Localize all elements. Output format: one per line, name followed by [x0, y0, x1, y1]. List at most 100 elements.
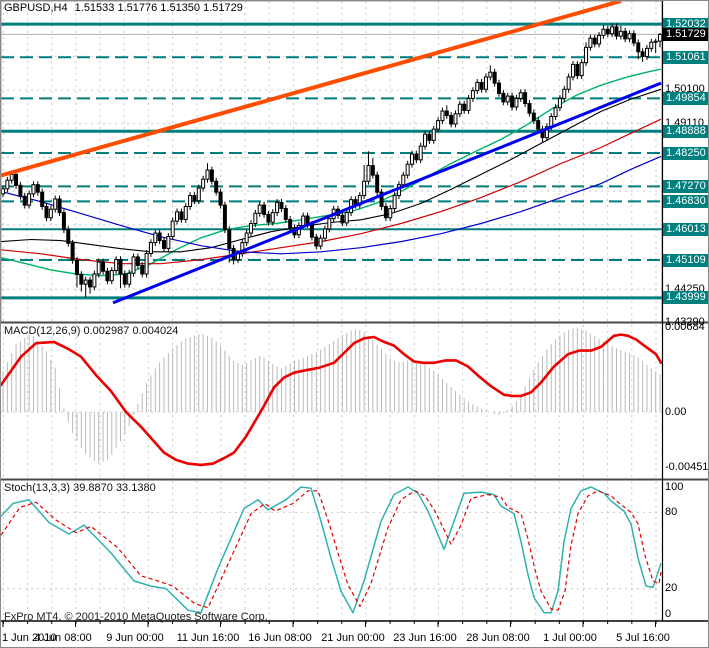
- candle-bear: [279, 201, 284, 210]
- price-level-badge: 1.45109: [663, 253, 708, 267]
- price-level-badge: 1.48888: [663, 124, 708, 138]
- candle-bear: [262, 204, 267, 215]
- channel-upper-orange: [1, 1, 622, 178]
- stoch-axis-label: 80: [665, 505, 678, 518]
- candle-bull: [409, 153, 414, 165]
- candle-bull: [518, 92, 523, 99]
- candle-bull: [483, 76, 488, 90]
- time-axis-label: 4 Jun 08:00: [34, 632, 92, 644]
- candle-bull: [318, 237, 323, 247]
- candle-bear: [379, 191, 384, 207]
- candle-bull: [597, 34, 602, 45]
- candle-bull: [644, 47, 649, 58]
- time-axis-label: 1 Jun 2010: [2, 632, 57, 644]
- macd-signal-value: 0.004024: [132, 325, 179, 337]
- candle-bull: [436, 120, 441, 130]
- candle-bull: [440, 110, 445, 122]
- candle-bear: [636, 42, 641, 53]
- candle-bear: [40, 191, 45, 207]
- support-blue: [112, 81, 662, 305]
- stoch-d-line: [1, 490, 662, 611]
- macd-name: MACD(12,26,9): [4, 325, 81, 337]
- candle-bull: [488, 71, 493, 78]
- candle-bear: [449, 114, 454, 125]
- candle-bear: [227, 229, 232, 249]
- ohlc-readout: 1.51533 1.51776 1.51350 1.51729: [74, 2, 243, 14]
- time-axis-label: 9 Jun 00:00: [106, 632, 164, 644]
- price-level-badge: 1.52032: [663, 17, 708, 31]
- candle-bull: [610, 26, 615, 35]
- candle-bear: [222, 204, 227, 231]
- candle-bear: [631, 33, 636, 44]
- candle-bull: [618, 30, 623, 37]
- candle-bull: [388, 208, 393, 219]
- candle-bull: [240, 242, 245, 255]
- candle-bear: [288, 218, 293, 229]
- candle-bull: [188, 195, 193, 207]
- candle-bear: [309, 224, 314, 238]
- time-axis-label: 28 Jun 08:00: [466, 632, 530, 644]
- candle-bull: [401, 174, 406, 186]
- candle-bull: [109, 270, 114, 282]
- candle-bull: [205, 169, 210, 180]
- price-level-badge: 1.46013: [663, 222, 708, 236]
- candle-bear: [575, 63, 580, 77]
- candle-bear: [101, 261, 106, 272]
- candle-bear: [66, 229, 71, 244]
- time-axis-label: 1 Jul 00:00: [543, 632, 597, 644]
- candle-bull: [270, 212, 275, 223]
- candle-bear: [35, 184, 40, 193]
- price-level-badge: 1.51061: [663, 50, 708, 64]
- macd-value: 0.002987: [83, 325, 130, 337]
- candle-bear: [531, 112, 536, 122]
- candle-bull: [196, 187, 201, 202]
- candle-bull: [114, 259, 119, 272]
- candle-bull: [658, 33, 662, 42]
- time-axis-label: 23 Jun 16:00: [393, 632, 457, 644]
- candle-bull: [127, 272, 132, 285]
- candle-bull: [244, 232, 249, 244]
- candle-bear: [383, 205, 388, 219]
- candle-bull: [627, 33, 632, 40]
- symbol-period-label: GBPUSD,H4: [4, 2, 68, 14]
- price-level-badge: 1.49854: [663, 91, 708, 105]
- candle-bull: [579, 62, 584, 77]
- candle-bull: [53, 198, 58, 210]
- time-axis-label: 21 Jun 00:00: [321, 632, 385, 644]
- stoch-axis-label: 100: [665, 480, 684, 493]
- candle-bull: [153, 232, 158, 244]
- candle-bull: [144, 253, 149, 275]
- candle-bear: [523, 92, 528, 105]
- candle-bull: [366, 165, 371, 182]
- candle-bear: [492, 71, 497, 84]
- price-level-badge: 1.47270: [663, 179, 708, 193]
- candle-bull: [31, 184, 36, 195]
- candle-bear: [501, 92, 506, 103]
- candle-bear: [218, 191, 223, 206]
- candle-bear: [61, 212, 66, 231]
- candle-bull: [275, 201, 280, 214]
- stoch-indicator-label: Stoch(13,3,3) 39.8870 33.1380: [4, 482, 156, 495]
- candle-bear: [414, 153, 419, 161]
- candle-bear: [314, 236, 319, 247]
- candle-bull: [83, 279, 88, 285]
- candle-bear: [623, 30, 628, 40]
- candle-bear: [479, 81, 484, 90]
- candle-bear: [536, 120, 541, 130]
- candle-bear: [70, 242, 75, 261]
- price-level-badge: 1.48250: [663, 146, 708, 160]
- candle-bear: [266, 213, 271, 223]
- candle-bull: [514, 97, 519, 108]
- candle-bull: [431, 128, 436, 141]
- candle-bull: [96, 261, 101, 275]
- candle-bear: [497, 82, 502, 94]
- candle-bear: [340, 214, 345, 224]
- candle-bear: [74, 259, 79, 276]
- candle-bull: [249, 223, 254, 234]
- time-axis-label: 16 Jun 08:00: [248, 632, 312, 644]
- candle-bull: [257, 204, 262, 214]
- candle-bull: [588, 37, 593, 48]
- candle-bull: [175, 211, 180, 222]
